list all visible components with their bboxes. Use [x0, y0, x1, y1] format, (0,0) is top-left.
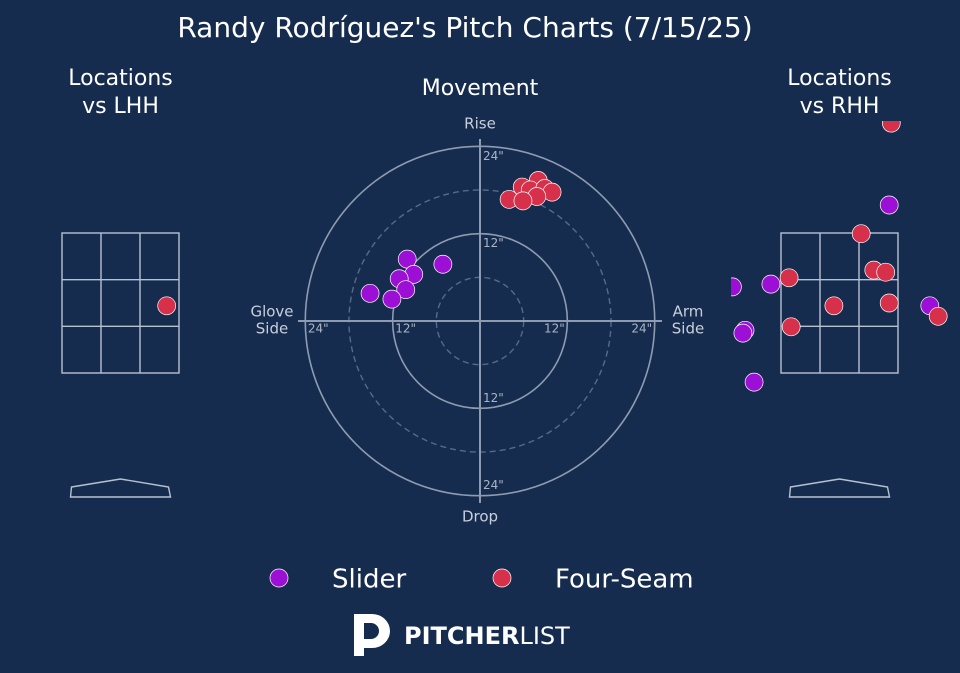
pitch — [733, 323, 753, 343]
pitch — [360, 283, 380, 303]
brand-bold: PITCHER — [404, 622, 519, 650]
pitch — [779, 268, 799, 288]
pitch — [761, 274, 781, 294]
pitch — [731, 277, 742, 297]
legend-marker — [269, 568, 289, 588]
axis-label-bottom: Drop — [462, 508, 498, 526]
strike-zone — [61, 232, 180, 374]
label-line: Locations — [787, 66, 892, 91]
pitch — [881, 121, 901, 133]
x-tick-label: 24" — [308, 322, 329, 336]
pitch — [433, 254, 453, 274]
label-line: Locations — [68, 66, 173, 91]
x-tick-label: 24" — [631, 322, 652, 336]
x-tick-label: 12" — [544, 322, 565, 336]
panel — [731, 121, 948, 498]
brand-light: LIST — [519, 622, 570, 650]
y-tick-label: 12" — [483, 236, 504, 250]
x-tick-label: 12" — [395, 322, 416, 336]
y-tick-label: 24" — [483, 149, 504, 163]
home-plate — [69, 478, 172, 498]
label-line: vs RHH — [800, 94, 880, 119]
pitch — [513, 191, 533, 211]
label-line: Side — [672, 320, 704, 338]
pitch — [876, 262, 896, 282]
pitch — [879, 293, 899, 313]
panel — [61, 232, 180, 498]
legend-label: Slider — [332, 565, 406, 595]
home-plate — [788, 478, 891, 498]
y-tick-label: 24" — [483, 478, 504, 492]
axis-label-top: Rise — [464, 115, 496, 133]
pitch — [157, 296, 177, 316]
pitch — [781, 317, 801, 337]
legend-label: Four-Seam — [555, 565, 694, 595]
pitch — [928, 306, 948, 326]
panel-title: Movement — [422, 76, 539, 101]
chart-title: Randy Rodríguez's Pitch Charts (7/15/25) — [177, 11, 752, 44]
logo-icon — [354, 614, 390, 656]
legend-marker — [492, 568, 512, 588]
label-line: vs LHH — [82, 94, 159, 119]
pitch — [851, 224, 871, 244]
pitch — [744, 372, 764, 392]
label-line: Glove — [250, 303, 293, 321]
y-tick-label: 12" — [483, 391, 504, 405]
brand: PITCHERLIST — [404, 622, 570, 650]
label-line: Side — [256, 320, 288, 338]
pitch — [879, 195, 899, 215]
pitch — [824, 296, 844, 316]
pitch — [382, 289, 402, 309]
pitch — [396, 280, 416, 300]
label-line: Arm — [673, 303, 704, 321]
